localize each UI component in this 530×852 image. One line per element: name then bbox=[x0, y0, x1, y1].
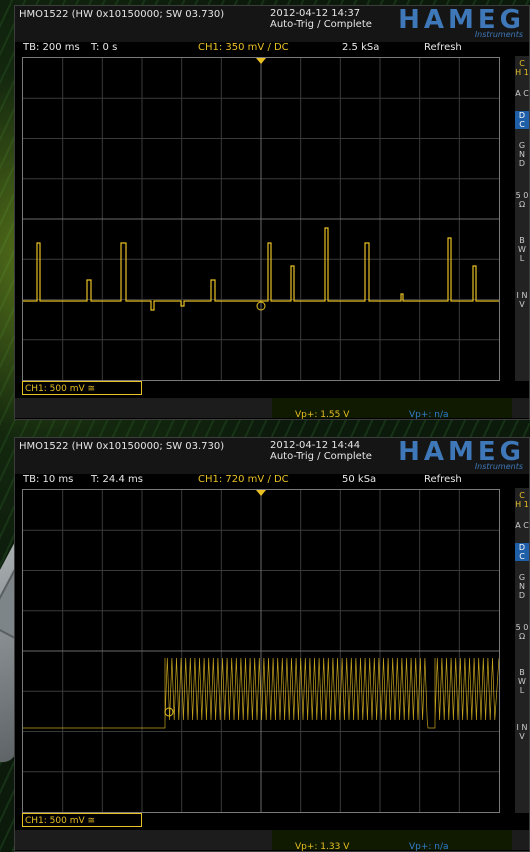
side-menu-bwl[interactable]: B W L bbox=[518, 236, 526, 263]
acquisition-mode[interactable]: Refresh bbox=[424, 474, 462, 485]
measurement-area bbox=[272, 398, 512, 418]
side-menu-bwl[interactable]: B W L bbox=[518, 668, 526, 695]
side-menu-dc[interactable]: D C bbox=[515, 543, 529, 561]
side-menu-ch1[interactable]: C H 1 bbox=[515, 59, 529, 77]
sample-rate: 2.5 kSa bbox=[342, 42, 380, 53]
timebase[interactable]: TB: 200 ms bbox=[23, 42, 80, 53]
model-info: HMO1522 (HW 0x10150000; SW 03.730) bbox=[19, 441, 225, 452]
ch1-waveform bbox=[23, 657, 499, 729]
side-menu-inv[interactable]: I N V bbox=[516, 291, 528, 309]
model-info: HMO1522 (HW 0x10150000; SW 03.730) bbox=[19, 9, 225, 20]
datetime-block: 2012-04-12 14:44 Auto-Trig / Complete bbox=[270, 440, 372, 462]
ch1-scale-box[interactable]: CH1: 500 mV ≅ bbox=[22, 381, 142, 395]
waveform-graticule bbox=[23, 58, 499, 380]
side-menu-ch1[interactable]: C H 1 bbox=[515, 491, 529, 509]
side-menu-inv[interactable]: I N V bbox=[516, 723, 528, 741]
scope-header: HMO1522 (HW 0x10150000; SW 03.730) 2012-… bbox=[15, 437, 529, 474]
status-bar: TB: 10 ms T: 24.4 ms CH1: 720 mV / DC 50… bbox=[15, 474, 529, 488]
graticule-grid bbox=[23, 58, 499, 380]
waveform-graticule bbox=[23, 490, 499, 812]
waveform-display bbox=[22, 57, 500, 381]
side-menu-ac[interactable]: A C bbox=[515, 89, 529, 98]
ch1-waveform bbox=[23, 227, 499, 311]
waveform-display bbox=[22, 489, 500, 813]
channel-setting[interactable]: CH1: 350 mV / DC bbox=[198, 42, 289, 53]
vp-ch2: Vp+: n/a bbox=[409, 410, 449, 420]
vp-ch1: Vp+: 1.55 V bbox=[295, 410, 350, 420]
logo-subtext: Instruments bbox=[474, 462, 523, 471]
channel-setting[interactable]: CH1: 720 mV / DC bbox=[198, 474, 289, 485]
oscilloscope-screen-2: HMO1522 (HW 0x10150000; SW 03.730) 2012-… bbox=[14, 437, 530, 852]
hameg-logo: HAMEG Instruments bbox=[375, 437, 525, 472]
measurement-area bbox=[272, 830, 512, 850]
ch1-scale-box[interactable]: CH1: 500 mV ≅ bbox=[22, 813, 142, 827]
logo-text: HAMEG bbox=[398, 5, 525, 35]
graticule-grid bbox=[23, 490, 499, 812]
logo-subtext: Instruments bbox=[474, 30, 523, 39]
acquisition-mode[interactable]: Refresh bbox=[424, 42, 462, 53]
datetime: 2012-04-12 14:37 bbox=[270, 8, 361, 19]
trigger-level-marker bbox=[164, 707, 174, 717]
side-menu-ac[interactable]: A C bbox=[515, 521, 529, 530]
side-menu-dc[interactable]: D C bbox=[515, 111, 529, 129]
datetime-block: 2012-04-12 14:37 Auto-Trig / Complete bbox=[270, 8, 372, 30]
trigger-position-marker bbox=[256, 490, 266, 496]
logo-text: HAMEG bbox=[398, 437, 525, 467]
timebase[interactable]: TB: 10 ms bbox=[23, 474, 74, 485]
trigger-level-marker bbox=[256, 301, 266, 311]
side-menu: C H 1 A C D C G N D 5 0 Ω B W L I N V bbox=[515, 56, 529, 381]
trigger-status: Auto-Trig / Complete bbox=[270, 451, 372, 462]
side-menu-50ohm[interactable]: 5 0 Ω bbox=[515, 191, 529, 209]
status-bar: TB: 200 ms T: 0 s CH1: 350 mV / DC 2.5 k… bbox=[15, 42, 529, 56]
trigger-position-marker bbox=[256, 58, 266, 64]
trigger-time[interactable]: T: 0 s bbox=[91, 42, 118, 53]
vp-ch1: Vp+: 1.33 V bbox=[295, 842, 350, 852]
side-menu-gnd[interactable]: G N D bbox=[518, 573, 526, 600]
hameg-logo: HAMEG Instruments bbox=[375, 5, 525, 40]
trigger-time[interactable]: T: 24.4 ms bbox=[91, 474, 143, 485]
sample-rate: 50 kSa bbox=[342, 474, 377, 485]
oscilloscope-screen-1: HMO1522 (HW 0x10150000; SW 03.730) 2012-… bbox=[14, 5, 530, 420]
scope-header: HMO1522 (HW 0x10150000; SW 03.730) 2012-… bbox=[15, 5, 529, 42]
trigger-status: Auto-Trig / Complete bbox=[270, 19, 372, 30]
side-menu-gnd[interactable]: G N D bbox=[518, 141, 526, 168]
side-menu: C H 1 A C D C G N D 5 0 Ω B W L I N V bbox=[515, 488, 529, 813]
datetime: 2012-04-12 14:44 bbox=[270, 440, 361, 451]
side-menu-50ohm[interactable]: 5 0 Ω bbox=[515, 623, 529, 641]
vp-ch2: Vp+: n/a bbox=[409, 842, 449, 852]
